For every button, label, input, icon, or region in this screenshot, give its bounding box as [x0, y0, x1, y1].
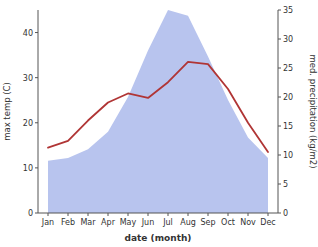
x-tick	[108, 213, 109, 216]
y2-tick-label: 10	[283, 151, 293, 160]
y-tick	[35, 77, 38, 78]
x-axis-label: date (month)	[125, 233, 192, 243]
y-tick-label: 10	[23, 164, 33, 173]
plot-area	[48, 10, 268, 213]
x-tick-label: May	[120, 218, 137, 227]
y2-tick-label: 35	[283, 6, 293, 15]
y2-tick-label: 15	[283, 122, 293, 131]
y2-tick	[278, 97, 281, 98]
y-tick-label: 0	[28, 209, 33, 218]
x-tick-label: Feb	[61, 218, 75, 227]
y-axis	[38, 10, 39, 213]
x-tick-label: Apr	[101, 218, 116, 227]
x-tick-label: Mar	[80, 218, 96, 227]
x-tick	[248, 213, 249, 216]
y2-tick-label: 0	[283, 209, 288, 218]
x-tick	[228, 213, 229, 216]
y-tick	[35, 213, 38, 214]
y-tick-label: 30	[23, 74, 33, 83]
y-tick-label: 20	[23, 119, 33, 128]
temperature-line	[48, 62, 268, 152]
x-tick-label: Jan	[41, 218, 54, 227]
y2-tick-label: 5	[283, 180, 288, 189]
x-tick	[48, 213, 49, 216]
x-tick-label: Jun	[141, 218, 155, 227]
y2-tick-label: 25	[283, 64, 293, 73]
x-tick	[208, 213, 209, 216]
y2-tick	[278, 213, 281, 214]
x-tick	[268, 213, 269, 216]
y-tick	[35, 32, 38, 33]
x-tick	[128, 213, 129, 216]
x-axis	[38, 213, 278, 214]
precipitation-area	[48, 10, 268, 213]
x-tick-label: Dec	[260, 218, 275, 227]
chart: Jan Feb Mar Apr May Jun Jul Aug Sep Oct Nov Dec 0 10 2…	[0, 0, 318, 247]
x-tick-label: Aug	[180, 218, 196, 227]
y2-tick	[278, 68, 281, 69]
y2-axis-label: med. precipitation (kg/m2)	[308, 54, 318, 168]
x-tick	[88, 213, 89, 216]
y-tick	[35, 167, 38, 168]
y2-tick	[278, 184, 281, 185]
x-tick-label: Oct	[221, 218, 235, 227]
x-tick-label: Sep	[200, 218, 215, 227]
y-tick	[35, 122, 38, 123]
y-axis-label: max temp (C)	[2, 82, 12, 141]
x-tick-label: Nov	[240, 218, 256, 227]
y2-tick-label: 20	[283, 93, 293, 102]
y2-tick	[278, 10, 281, 11]
x-tick	[68, 213, 69, 216]
x-tick	[168, 213, 169, 216]
y2-axis	[278, 10, 279, 213]
y2-tick-label: 30	[283, 35, 293, 44]
y-tick-label: 40	[23, 29, 33, 38]
x-tick	[148, 213, 149, 216]
y2-tick	[278, 155, 281, 156]
y2-tick	[278, 126, 281, 127]
y2-tick	[278, 39, 281, 40]
x-tick	[188, 213, 189, 216]
x-tick-label: Jul	[162, 218, 173, 227]
